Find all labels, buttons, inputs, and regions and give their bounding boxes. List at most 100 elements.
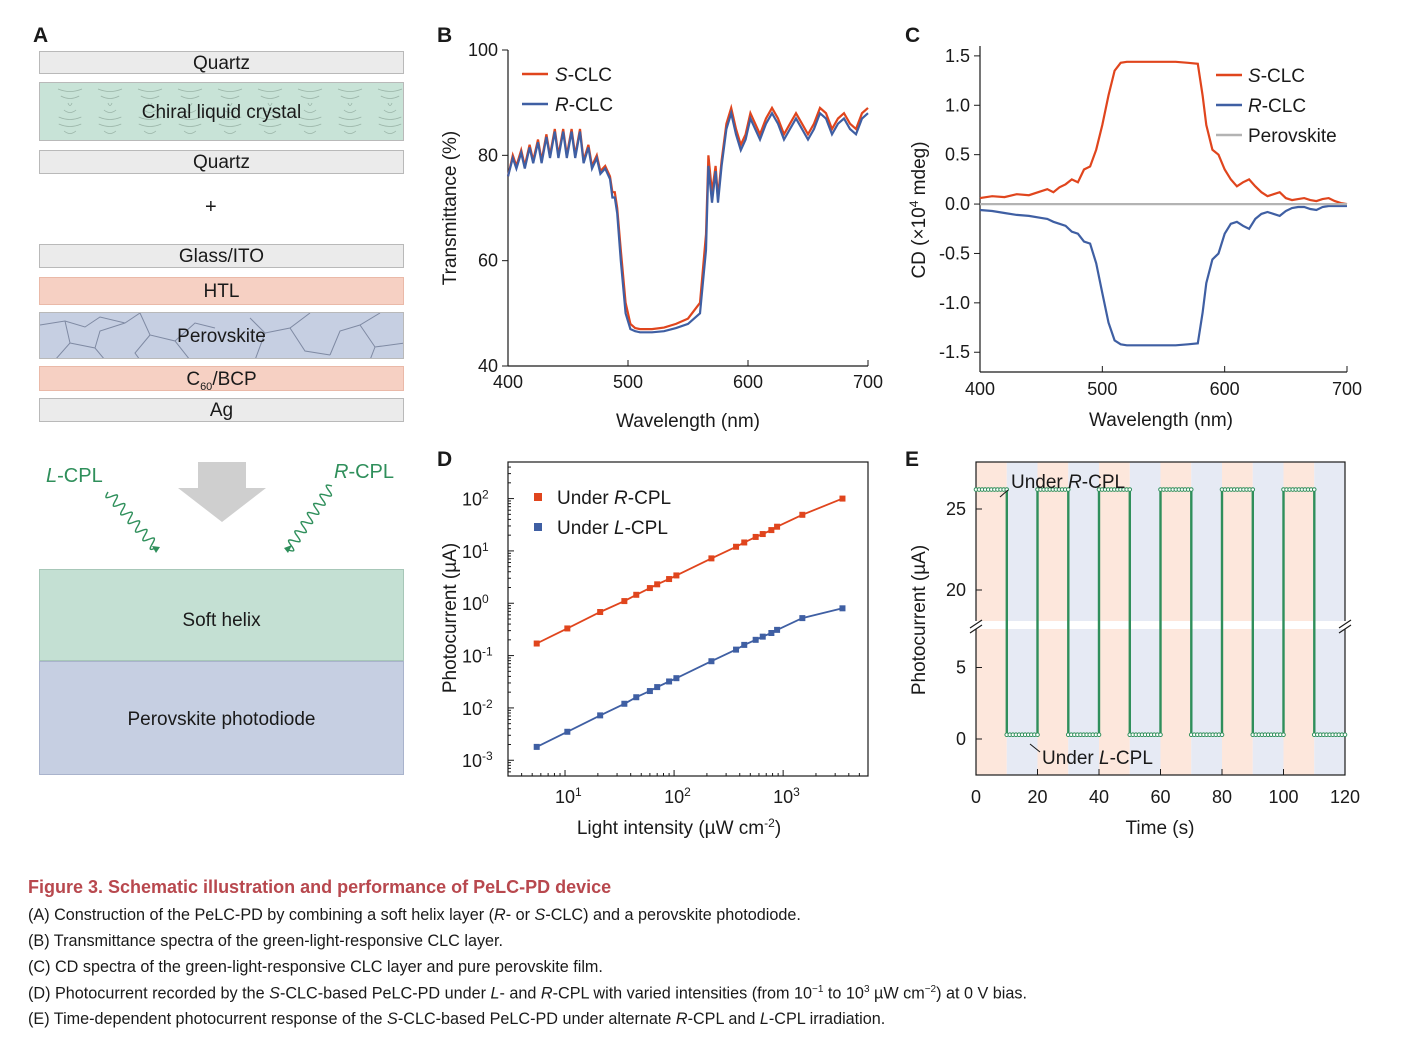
x-axis-label: Time (s)	[1126, 818, 1195, 839]
data-point	[673, 675, 680, 682]
sample-point	[1035, 732, 1040, 738]
caption-line-b: (B) Transmittance spectra of the green-l…	[28, 932, 504, 950]
data-point	[839, 495, 846, 502]
data-point	[673, 572, 680, 579]
data-point	[768, 630, 775, 637]
data-point	[752, 636, 759, 643]
x-tick-label: 102	[664, 785, 691, 807]
annotation-l-cpl: Under L-CPL	[1042, 748, 1153, 769]
y-tick-label: -1.5	[939, 342, 970, 362]
x-tick-label: 700	[853, 372, 883, 392]
grain-boundaries	[40, 313, 403, 358]
y-tick-label: 40	[478, 356, 498, 376]
c60-bcp-label: C60/BCP	[186, 369, 257, 393]
y-tick-label: 1.5	[945, 46, 970, 66]
data-point	[839, 605, 846, 612]
data-point	[597, 712, 604, 719]
shade-high	[1160, 462, 1192, 775]
sample-point	[1096, 732, 1102, 738]
data-point	[708, 555, 715, 562]
shade-low	[1191, 462, 1222, 775]
plot-frame	[507, 461, 869, 777]
panel-letter-c: C	[905, 24, 921, 47]
y-tick-label: 60	[478, 251, 498, 271]
sample-point	[1250, 487, 1256, 492]
y-tick-label: 5	[956, 658, 966, 678]
sample-point	[1219, 732, 1225, 738]
photocurrent-line	[976, 488, 1345, 736]
caption-line-d: (D) Photocurrent recorded by the S-CLC-b…	[28, 984, 1027, 1003]
data-point	[774, 626, 781, 633]
x-tick-label: 500	[613, 372, 643, 392]
legend-label: Perovskite	[1248, 126, 1337, 147]
clc-label: Chiral liquid crystal	[141, 102, 302, 123]
annotation-r-arrow	[999, 489, 1009, 498]
clc-layer: Chiral liquid crystal	[39, 82, 404, 141]
y-axis-label: Transmittance (%)	[440, 131, 461, 286]
legend-label: Under L-CPL	[557, 518, 668, 539]
y-tick-label: 25	[946, 499, 966, 519]
x-tick-label: 101	[555, 785, 582, 807]
data-point	[759, 531, 766, 538]
quartz-layer-bottom: Quartz	[39, 150, 404, 174]
x-tick-label: 400	[493, 372, 523, 392]
legend-marker	[534, 523, 542, 531]
htl-layer: HTL	[39, 277, 404, 305]
y-tick-label: 10-2	[462, 697, 493, 719]
figure-caption-title: Figure 3. Schematic illustration and per…	[28, 877, 612, 897]
x-tick-label: 600	[1210, 379, 1240, 399]
sample-point	[1127, 487, 1133, 492]
l-cpl-label: L-CPL	[46, 465, 103, 487]
x-axis-label: Wavelength (nm)	[616, 411, 760, 432]
data-point	[654, 684, 661, 691]
x-axis-label: Light intensity (µW cm-2)	[577, 816, 781, 839]
y-tick-label: 10-1	[462, 645, 493, 667]
y-axis-label: Photocurrent (µA)	[909, 545, 930, 695]
chart-E: 0 20 40 60 80 100 120 0 5 20 25 Time (s) Photocurren…	[909, 461, 1360, 839]
caption-line-e: (E) Time-dependent photocurrent response…	[28, 1010, 886, 1028]
data-point	[708, 658, 715, 665]
data-point	[633, 591, 640, 598]
photodiode-label: Perovskite photodiode	[127, 709, 316, 730]
ag-label: Ag	[209, 400, 234, 421]
x-tick-label: 20	[1027, 787, 1047, 807]
legend-marker	[534, 493, 542, 501]
legend-label: S-CLC	[1248, 66, 1305, 87]
sample-point	[1065, 487, 1071, 492]
annotation-l-arrow	[1029, 743, 1041, 753]
break-mark	[1338, 619, 1352, 629]
perovskite-layer: Perovskite	[39, 312, 404, 359]
y-tick-label: 101	[462, 540, 489, 562]
y-tick-label: 10-3	[462, 749, 493, 771]
chart-D: 101 102 103 10-3 10-2 10-1 100 101 102 Light inte…	[440, 461, 869, 839]
y-axis-label: Photocurrent (µA)	[440, 543, 461, 693]
legend-label: R-CLC	[1248, 96, 1306, 117]
shade-high	[976, 462, 1007, 775]
glass-ito-layer: Glass/ITO	[39, 244, 404, 268]
caption-line-a: (A) Construction of the PeLC-PD by combi…	[28, 906, 801, 924]
data-point	[666, 576, 673, 583]
shade-low	[1252, 462, 1284, 775]
y-tick-label: 80	[478, 145, 498, 165]
sample-point	[1188, 487, 1194, 492]
y-axis-label: CD (×104 mdeg)	[907, 141, 930, 278]
data-point	[564, 728, 571, 735]
x-tick-label: 700	[1332, 379, 1362, 399]
y-tick-label: 100	[462, 592, 489, 614]
data-point	[621, 700, 628, 707]
panel-letter-e: E	[905, 448, 920, 471]
data-point	[666, 678, 673, 685]
perovskite-label: Perovskite	[177, 326, 266, 347]
data-point	[741, 539, 748, 546]
chart-B: 400 500 600 700 40 60 80 100 Wavelength (nm) Tran…	[440, 40, 883, 432]
soft-helix-label: Soft helix	[182, 610, 261, 631]
sample-point	[1311, 487, 1317, 492]
chart-C: 400 500 600 700 -1.5 -1.0 -0.5 0.0 0.5 1.0 1.5 Wave…	[907, 46, 1362, 431]
shade-high	[1222, 462, 1253, 775]
quartz-label-top: Quartz	[192, 53, 251, 74]
x-tick-label: 100	[1268, 787, 1298, 807]
data-point	[799, 615, 806, 622]
data-point	[654, 581, 661, 588]
legend-label: S-CLC	[555, 65, 612, 86]
